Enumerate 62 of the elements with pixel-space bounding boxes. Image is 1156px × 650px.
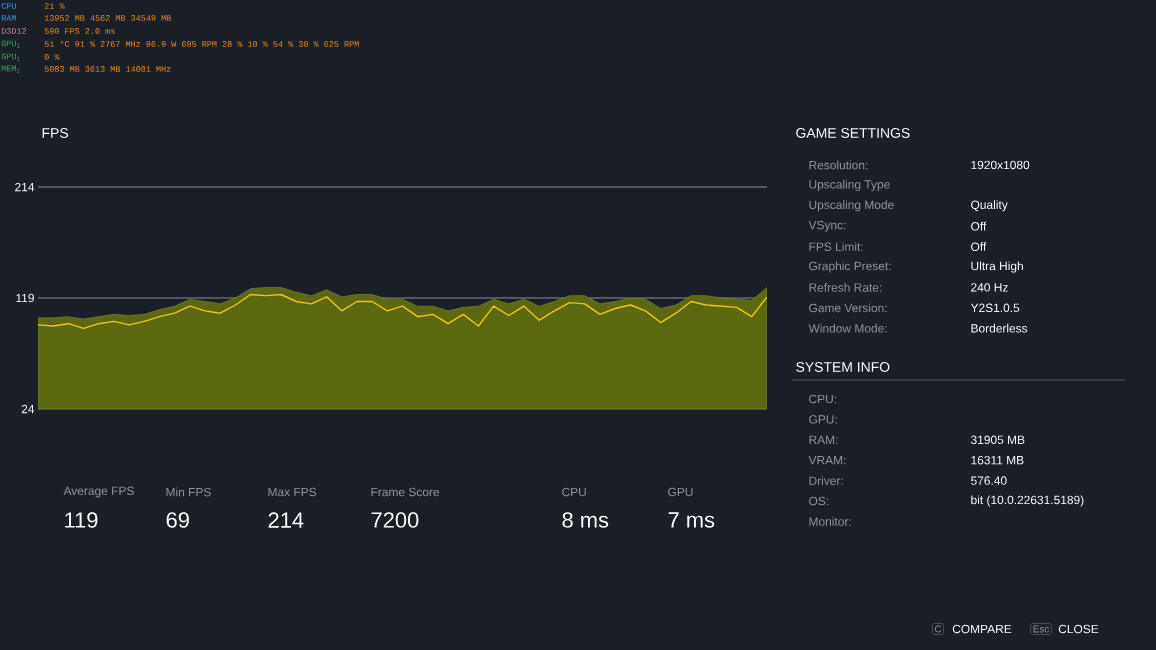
text: C <box>934 625 942 633</box>
text: 0 % <box>44 54 60 60</box>
text: Esc <box>1033 625 1050 633</box>
text: Driver: <box>809 476 843 485</box>
text: 590 FPS 2.0 ms <box>44 28 115 34</box>
text: 240 Hz <box>971 283 1008 292</box>
text: Min FPS <box>166 487 211 497</box>
text: 51 °C 91 % 2767 MHz 96.9 W 695 RPM 28 % 10 % 54 % 30 % 625 RPM <box>44 41 359 47</box>
text: GPU$_{1}$ <box>1 53 20 61</box>
text: VRAM: <box>808 456 846 465</box>
text: 13952 MB 4562 MB 34549 MB <box>44 15 171 21</box>
chart-title: FPS <box>42 128 69 138</box>
text: Game Version: <box>809 303 887 313</box>
text: 7 ms <box>668 512 715 528</box>
text: Ultra High <box>971 261 1023 273</box>
text: 5083 MB 3613 MB 14001 MHz <box>44 66 171 72</box>
text: CPU: <box>809 394 836 404</box>
text: 1920x1080 <box>971 160 1030 170</box>
text: Frame Score <box>371 487 440 497</box>
text: Resolution: <box>809 160 868 170</box>
text: Monitor: <box>809 517 851 526</box>
text: Upscaling Mode <box>809 200 894 212</box>
text: Window Mode: <box>808 323 887 333</box>
text: 214 <box>268 512 304 528</box>
text: 576.40 <box>971 476 1007 485</box>
text: Y2S1.0.5 <box>970 303 1020 313</box>
text: Borderless <box>971 323 1028 333</box>
y-tick-label: 119 <box>16 293 34 303</box>
text: Refresh Rate: <box>809 283 882 292</box>
text: 119 <box>65 512 98 528</box>
text: 7200 <box>371 512 419 528</box>
text: Upscaling Type <box>809 179 890 191</box>
text: RAM <box>1 15 16 21</box>
text: CPU <box>1 3 16 9</box>
text: 31905 MB <box>970 435 1025 445</box>
text: RAM: <box>809 435 838 444</box>
text: Graphic Preset: <box>809 261 891 273</box>
text: GPU <box>668 487 693 497</box>
y-tick-label: 24 <box>21 404 35 414</box>
text: Average FPS <box>63 486 134 498</box>
text: OS: <box>809 496 829 506</box>
text: MEM$_{2}$ <box>1 65 20 73</box>
text: 16311 MB <box>971 455 1024 465</box>
text: 21 % <box>44 3 65 9</box>
text: D3D12 <box>1 28 27 34</box>
text: GPU$_{1}$ <box>1 40 20 48</box>
text: Max FPS <box>268 487 317 497</box>
text: FPS Limit: <box>809 242 863 251</box>
text: CPU <box>562 487 586 497</box>
text: 69 <box>166 512 189 528</box>
text: GPU: <box>809 415 837 424</box>
text: Off <box>971 242 987 251</box>
text: VSync: <box>808 220 846 232</box>
text: SYSTEM INFO <box>796 362 890 372</box>
text: CLOSE <box>1058 624 1099 634</box>
text: 8 ms <box>562 512 609 528</box>
y-tick-label: 214 <box>15 182 35 192</box>
text: COMPARE <box>952 624 1012 634</box>
text: Off <box>971 221 987 231</box>
text: bit (10.0.22631.5189) <box>971 495 1084 507</box>
text: Quality <box>971 200 1008 212</box>
text: GAME SETTINGS <box>796 128 910 138</box>
